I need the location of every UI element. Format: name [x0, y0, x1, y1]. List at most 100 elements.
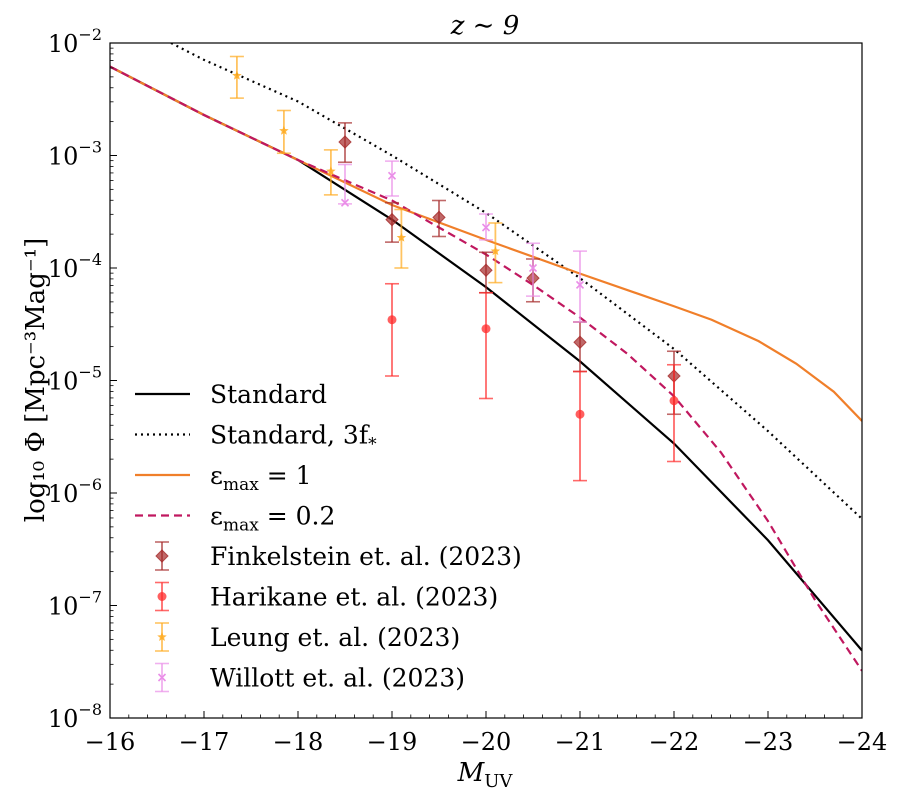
y-tick-base: 10	[48, 480, 79, 508]
x-tick-label-4: −20	[461, 728, 512, 756]
x-axis-title: MUV	[457, 758, 514, 792]
x-axis-title-main: M	[457, 758, 486, 788]
y-tick-base: 10	[48, 593, 79, 621]
data-point-1-2	[573, 370, 587, 482]
legend-label-sub: *	[368, 435, 377, 455]
y-tick-exponent: −6	[78, 475, 102, 494]
y-tick-base: 10	[48, 368, 79, 396]
y-tick-label-1: 10−7	[48, 588, 102, 621]
data-point-2-2	[323, 149, 338, 196]
marker-circle	[575, 409, 585, 419]
data-point-1-1	[479, 291, 493, 400]
data-point-3-1	[385, 160, 399, 197]
y-tick-exponent: −4	[78, 250, 102, 269]
legend-marker-symbol	[155, 549, 169, 563]
marker-star	[279, 125, 289, 135]
marker-x	[528, 263, 538, 273]
marker-star	[490, 246, 501, 256]
y-tick-label-6: 10−2	[48, 25, 102, 58]
y-tick-label-3: 10−5	[48, 363, 102, 396]
marker-diamond	[573, 335, 587, 349]
y-tick-exponent: −7	[78, 588, 102, 607]
x-tick-label-2: −18	[273, 728, 324, 756]
data-point-0-3	[479, 251, 493, 294]
data-point-0-0	[338, 122, 352, 164]
marker-x	[340, 198, 350, 207]
legend-series-label-2: Leung et. al. (2023)	[210, 623, 460, 652]
x-tick-label-3: −19	[367, 728, 418, 756]
x-tick-label-0: −16	[85, 728, 136, 756]
y-tick-label-2: 10−6	[48, 475, 102, 508]
legend-label-rest: = 0.2	[259, 502, 336, 531]
legend-series-label-1: Harikane et. al. (2023)	[210, 583, 498, 612]
legend-label-rest: = 1	[259, 461, 312, 490]
legend-label-main: Standard	[210, 380, 327, 409]
data-point-2-3	[394, 208, 409, 269]
y-tick-exponent: −2	[78, 25, 102, 44]
data-point-2-4	[488, 222, 503, 284]
line-series-1	[170, 43, 862, 520]
legend-marker-2	[155, 622, 169, 652]
legend-marker-symbol	[157, 592, 167, 601]
marker-diamond	[338, 135, 352, 149]
data-point-1-3	[667, 363, 681, 463]
axes: −16 −17 −18 −19 −20 −21 −22 −23 −2410−810−710−61…	[48, 25, 887, 756]
data-point-3-3	[526, 242, 540, 297]
data-points	[229, 55, 681, 482]
legend-label-main: ε	[210, 502, 223, 531]
x-tick-label-6: −22	[649, 728, 700, 756]
marker-diamond	[385, 212, 399, 227]
y-tick-label-5: 10−3	[48, 138, 102, 171]
y-tick-label-0: 10−8	[48, 700, 102, 733]
legend-label-0: Standard	[210, 380, 327, 409]
legend-series-label-3: Willott et. al. (2023)	[210, 664, 465, 693]
y-tick-base: 10	[48, 255, 79, 283]
marker-circle	[387, 315, 397, 325]
legend-marker-3	[155, 662, 169, 693]
plot-area	[110, 43, 862, 672]
chart-title: z ∼ 9	[450, 11, 520, 41]
x-tick-label-7: −23	[743, 728, 794, 756]
legend-label-main: Standard, 3f	[210, 421, 370, 450]
data-point-0-5	[573, 321, 587, 373]
marker-circle	[481, 324, 491, 334]
data-point-2-1	[276, 109, 291, 155]
legend-marker-0	[155, 541, 169, 571]
y-tick-exponent: −3	[78, 138, 102, 157]
legend-label-main: ε	[210, 461, 223, 490]
y-tick-exponent: −8	[78, 700, 102, 719]
legend-marker-1	[155, 581, 169, 612]
legend-label-sub: max	[223, 475, 259, 495]
legend-label-sub: max	[223, 516, 259, 536]
y-tick-base: 10	[48, 30, 79, 58]
x-tick-label-5: −21	[555, 728, 606, 756]
x-tick-label-1: −17	[179, 728, 230, 756]
marker-star	[326, 166, 336, 176]
y-tick-label-4: 10−4	[48, 250, 102, 283]
legend-label-2: εmax = 1	[210, 461, 312, 495]
marker-star	[232, 70, 242, 80]
legend-series-label-0: Finkelstein et. al. (2023)	[210, 542, 522, 571]
data-point-0-1	[385, 201, 399, 243]
marker-diamond	[432, 210, 446, 225]
legend-label-1: Standard, 3f*	[210, 421, 377, 455]
y-axis-title: log₁₀ Φ [Mpc⁻³Mag⁻¹]	[21, 238, 51, 522]
marker-x	[575, 280, 585, 289]
marker-diamond	[479, 263, 493, 277]
marker-circle	[669, 396, 679, 406]
marker-star	[396, 232, 407, 242]
marker-x	[481, 223, 491, 232]
data-point-3-4	[573, 250, 587, 323]
y-tick-exponent: −5	[78, 363, 102, 382]
legend-label-3: εmax = 0.2	[210, 502, 335, 536]
data-point-2-0	[229, 55, 244, 99]
legend-marker-symbol	[157, 673, 167, 682]
data-point-3-2	[479, 213, 493, 241]
legend-marker-symbol	[157, 632, 167, 642]
data-point-3-0	[338, 163, 352, 207]
x-tick-label-8: −24	[837, 728, 888, 756]
data-point-0-2	[432, 199, 446, 238]
y-tick-base: 10	[48, 705, 79, 733]
